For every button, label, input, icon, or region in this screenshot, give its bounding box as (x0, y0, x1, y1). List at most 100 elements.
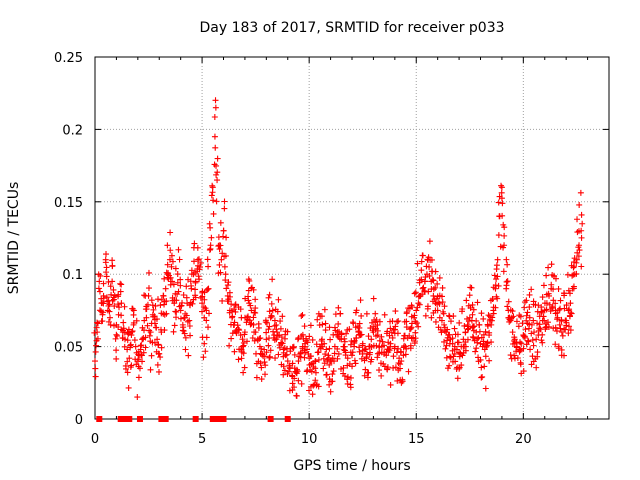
data-point (291, 384, 298, 391)
zero-point (284, 416, 291, 422)
data-point (209, 189, 216, 196)
data-point (222, 277, 229, 284)
data-point (167, 274, 174, 281)
data-point (561, 305, 568, 312)
y-tick-label: 0.15 (54, 196, 83, 211)
data-point (495, 282, 502, 289)
data-point (143, 314, 150, 321)
data-point (429, 276, 436, 283)
data-point (459, 352, 466, 359)
data-point (378, 333, 385, 340)
data-point (183, 294, 190, 301)
data-point (424, 305, 431, 312)
data-point (443, 342, 450, 349)
data-point (575, 253, 582, 260)
data-point (563, 319, 570, 326)
data-point (447, 354, 454, 361)
data-point (525, 325, 532, 332)
data-point (341, 335, 348, 342)
data-point (449, 335, 456, 342)
data-point (566, 323, 573, 330)
data-point (568, 310, 575, 317)
data-point (281, 367, 288, 374)
data-point (567, 309, 574, 316)
data-point (115, 324, 122, 331)
data-point (403, 310, 410, 317)
data-point (284, 328, 291, 335)
data-point (363, 350, 370, 357)
data-point (432, 268, 439, 275)
data-point (329, 355, 336, 362)
data-point (164, 242, 171, 249)
data-point (118, 281, 125, 288)
data-point (533, 364, 540, 371)
data-point (277, 325, 284, 332)
data-point (349, 352, 355, 359)
data-point (498, 195, 505, 202)
data-point (358, 331, 365, 338)
data-point (196, 266, 203, 273)
data-point (125, 384, 132, 391)
data-point (549, 303, 556, 310)
data-point (488, 321, 495, 328)
data-point (545, 264, 552, 271)
data-point (454, 375, 461, 382)
data-point (408, 302, 415, 309)
data-point (245, 276, 252, 283)
data-point (363, 354, 370, 361)
chart-title: Day 183 of 2017, SRMTID for receiver p03… (199, 20, 504, 36)
data-point (331, 324, 338, 331)
data-point (492, 282, 499, 289)
data-point (534, 349, 541, 356)
data-point (160, 292, 167, 299)
data-point (239, 343, 246, 350)
data-point (96, 288, 103, 295)
data-point (559, 332, 566, 339)
data-point (204, 256, 211, 263)
data-point (186, 322, 193, 329)
data-point (558, 346, 565, 353)
data-point (214, 155, 221, 162)
data-point (480, 315, 487, 322)
data-point (420, 284, 427, 291)
data-point (335, 304, 342, 311)
data-point (381, 311, 388, 318)
data-point (405, 368, 412, 375)
data-point (576, 247, 583, 254)
data-point (397, 349, 404, 356)
data-point (223, 285, 230, 292)
data-point (428, 314, 435, 321)
data-point (246, 317, 253, 324)
data-point (96, 307, 103, 314)
data-point (206, 246, 213, 253)
data-point (313, 341, 320, 348)
data-point (192, 294, 199, 301)
data-point (472, 348, 479, 355)
data-point (153, 324, 160, 331)
data-point (557, 297, 564, 304)
data-point (416, 301, 423, 308)
data-point (175, 246, 182, 253)
data-point (545, 290, 552, 297)
data-point (548, 305, 555, 312)
data-point (111, 303, 118, 310)
data-point (484, 322, 491, 329)
zero-point (126, 416, 133, 422)
data-point (312, 369, 319, 376)
data-point (466, 292, 473, 299)
x-axis-ticks: 0 5 10 15 20 (91, 57, 589, 447)
data-point (526, 314, 533, 321)
data-point (349, 349, 356, 356)
data-point (378, 372, 385, 379)
data-point (411, 290, 418, 297)
data-point (573, 259, 580, 266)
data-point (250, 314, 257, 321)
data-point (430, 286, 437, 293)
data-point (294, 368, 301, 375)
data-point (308, 368, 315, 375)
data-point (211, 113, 218, 120)
data-point (93, 342, 100, 349)
data-point (112, 335, 119, 342)
data-point (388, 329, 395, 336)
